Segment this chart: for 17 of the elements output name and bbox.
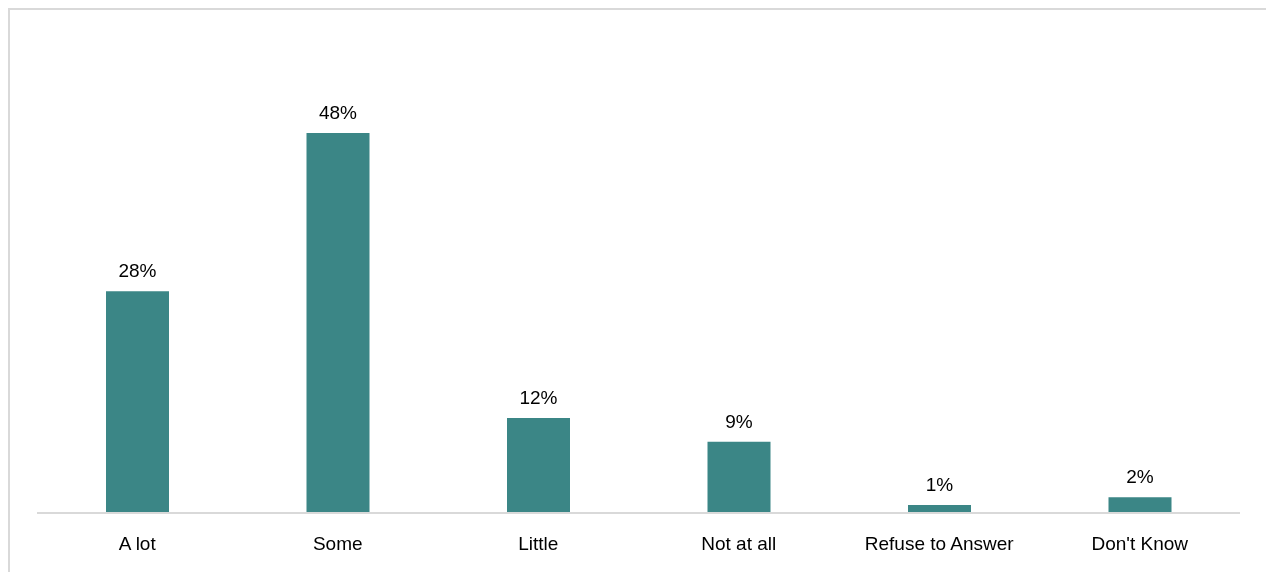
bar [707, 441, 771, 513]
x-tick-label: A lot [118, 533, 157, 555]
bar [1108, 497, 1172, 513]
bar [507, 418, 570, 513]
data-label: 2% [1126, 466, 1154, 488]
x-tick-label: Some [312, 533, 363, 555]
x-tick-label: Don't Know [1091, 533, 1189, 555]
bar [106, 291, 169, 513]
data-label: 28% [118, 260, 157, 282]
data-label: 12% [519, 387, 558, 408]
data-label: 1% [925, 474, 954, 496]
x-tick-label: Refuse to Answer [864, 533, 1015, 555]
bar [306, 133, 370, 513]
x-tick-label: Not at all [701, 533, 777, 555]
data-label: 9% [725, 410, 753, 432]
x-tick-label: Little [518, 533, 559, 555]
data-label: 48% [318, 102, 358, 123]
